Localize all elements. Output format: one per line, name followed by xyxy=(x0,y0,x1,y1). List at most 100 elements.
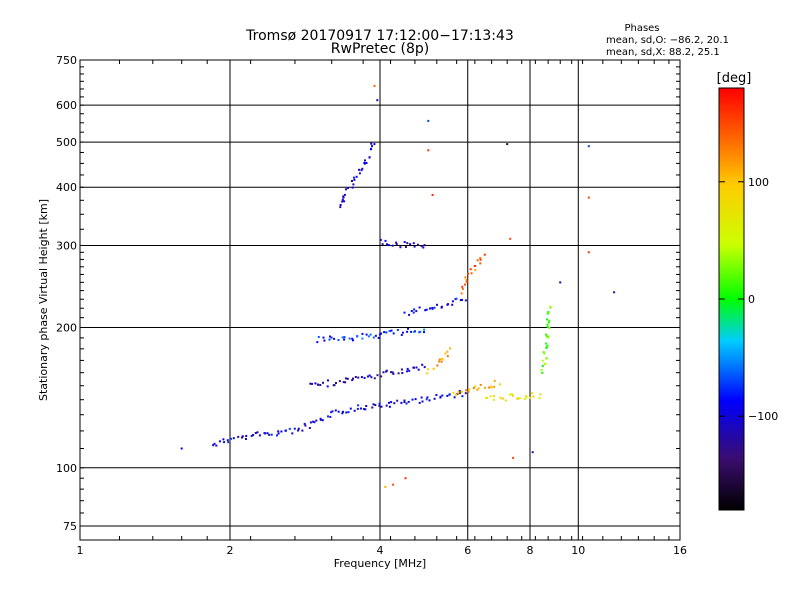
data-point xyxy=(435,394,438,396)
data-point xyxy=(404,246,407,248)
data-point xyxy=(351,186,354,189)
data-point xyxy=(431,194,434,196)
y-tick-label: 75 xyxy=(63,520,77,533)
data-point xyxy=(479,383,482,386)
data-point xyxy=(338,380,341,383)
data-point xyxy=(309,382,312,385)
data-point xyxy=(227,441,230,444)
data-point xyxy=(403,311,406,314)
data-point xyxy=(479,262,482,265)
data-point xyxy=(347,411,350,414)
minor-ticks xyxy=(80,60,680,540)
data-point xyxy=(345,411,348,414)
data-point xyxy=(342,410,344,413)
data-point xyxy=(361,337,364,340)
data-point xyxy=(470,272,473,275)
x-tick-label: 16 xyxy=(673,544,687,557)
data-point xyxy=(386,243,388,246)
data-point xyxy=(331,410,334,413)
data-point xyxy=(413,245,416,248)
data-point xyxy=(371,145,373,148)
data-point xyxy=(345,377,347,380)
data-point xyxy=(326,385,329,388)
data-point xyxy=(499,396,502,399)
data-point xyxy=(323,339,326,342)
data-point xyxy=(322,336,325,339)
data-point xyxy=(410,330,413,333)
data-point xyxy=(385,331,388,334)
data-point xyxy=(222,438,225,441)
x-tick-label: 8 xyxy=(527,544,534,557)
data-point xyxy=(504,399,507,402)
data-point xyxy=(458,392,461,395)
data-point xyxy=(381,243,384,246)
data-point xyxy=(511,393,513,396)
data-point xyxy=(380,405,383,408)
data-point xyxy=(374,334,377,337)
data-point xyxy=(371,406,374,409)
data-point xyxy=(314,382,317,385)
data-point xyxy=(333,337,336,340)
data-point xyxy=(419,330,422,333)
data-point xyxy=(403,241,406,243)
data-point xyxy=(469,268,472,271)
data-point xyxy=(465,280,468,283)
data-point xyxy=(353,176,355,179)
data-point xyxy=(241,435,244,438)
data-point xyxy=(341,412,344,415)
data-point xyxy=(400,368,403,371)
data-point xyxy=(414,398,417,401)
data-point xyxy=(388,401,390,404)
data-point xyxy=(509,237,512,240)
data-point xyxy=(337,410,340,413)
data-point xyxy=(230,437,232,440)
data-point xyxy=(355,175,358,178)
data-point xyxy=(548,319,551,322)
data-point xyxy=(241,436,243,439)
data-point xyxy=(546,318,548,321)
data-point xyxy=(464,276,467,279)
data-point xyxy=(407,327,409,330)
data-point xyxy=(353,178,356,181)
data-point xyxy=(352,183,355,186)
data-point xyxy=(339,204,342,206)
data-point xyxy=(436,364,439,367)
data-point xyxy=(391,371,394,374)
data-point xyxy=(453,396,456,399)
data-point xyxy=(545,333,548,336)
y-axis-label: Stationary phase Virtual Height [km] xyxy=(37,199,50,401)
data-point xyxy=(377,336,380,339)
data-point xyxy=(392,332,395,335)
data-point xyxy=(327,379,329,382)
data-point xyxy=(403,399,406,402)
data-points xyxy=(180,84,616,488)
data-point xyxy=(447,303,449,306)
data-point xyxy=(417,368,420,371)
data-point xyxy=(421,363,424,366)
data-point xyxy=(421,400,424,403)
data-point xyxy=(354,376,357,378)
data-point xyxy=(380,332,383,335)
data-point xyxy=(395,243,398,246)
y-tick-label: 100 xyxy=(56,462,77,475)
data-point xyxy=(489,385,492,388)
data-point xyxy=(427,119,430,122)
data-point xyxy=(351,379,354,382)
data-point xyxy=(367,335,370,338)
data-point xyxy=(383,331,386,334)
data-point xyxy=(342,381,345,384)
data-point xyxy=(559,281,562,284)
data-point xyxy=(426,396,429,399)
data-point xyxy=(360,376,363,379)
data-point xyxy=(438,360,440,363)
chart-subtitle: RwPretec (8p) xyxy=(331,41,429,57)
data-point xyxy=(358,168,360,171)
data-point xyxy=(416,243,419,246)
data-point xyxy=(541,371,544,374)
data-point xyxy=(392,372,395,375)
data-point xyxy=(448,393,451,396)
grid-lines xyxy=(80,60,680,540)
data-point xyxy=(390,371,393,374)
data-point xyxy=(544,362,547,365)
data-point xyxy=(446,350,449,353)
